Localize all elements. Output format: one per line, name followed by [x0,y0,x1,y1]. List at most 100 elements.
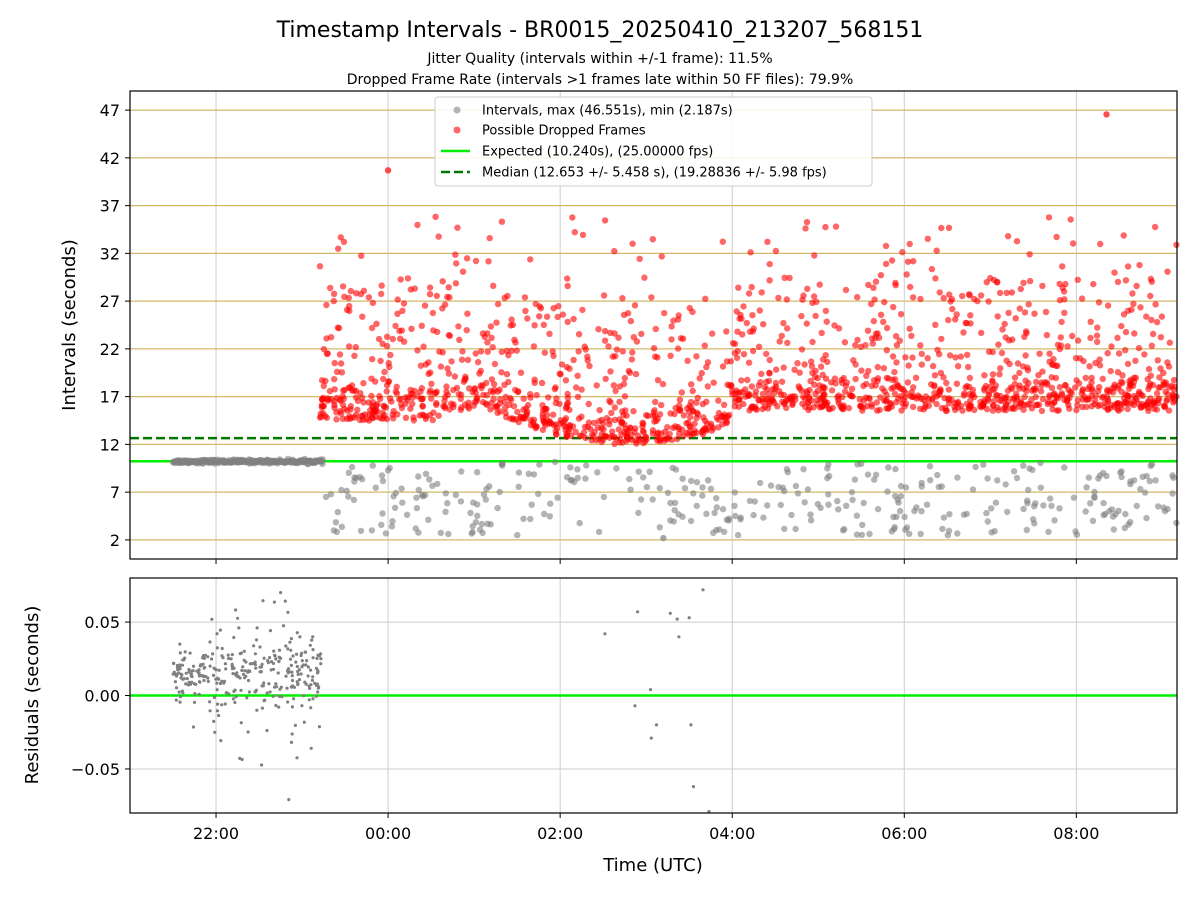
dropped-frame-point [796,369,803,376]
residual-point [258,645,262,649]
residuals-y-axis-label: Residuals (seconds) [22,606,43,785]
dropped-frame-point [746,328,754,335]
dropped-frame-point [954,363,962,370]
dropped-frame-point [1072,354,1080,362]
residual-point [253,690,257,694]
dropped-frame-point [461,376,468,383]
dropped-frame-point [731,340,739,347]
dropped-frame-point [739,331,746,338]
dropped-frame-point [882,260,890,268]
dropped-frame-point [334,324,341,331]
dropped-frame-point [369,404,377,411]
dropped-frame-point [858,367,865,374]
dropped-frame-point [555,303,562,310]
interval-point [835,506,842,513]
intervals-y-tick-label: 17 [100,388,120,407]
dropped-frame-point [1124,405,1131,413]
dropped-frame-point [538,379,546,387]
dropped-frame-point [845,404,853,412]
dropped-frame-point [1056,384,1064,391]
interval-point [479,529,486,537]
legend: Intervals, max (46.551s), min (2.187s) Po… [434,96,873,187]
x-tick-label: 22:00 [193,824,239,843]
dropped-frame-point [472,257,480,265]
dropped-frame-point [959,292,966,300]
dropped-frame-point [1153,318,1161,326]
dropped-frame-point [983,279,990,286]
dropped-frame-point [680,412,688,419]
dropped-frame-point [778,378,786,385]
dropped-frame-point [540,321,547,328]
interval-point [935,483,942,491]
dropped-frame-point [418,322,425,329]
dropped-frame-point [400,300,408,307]
dropped-frame-point [389,335,396,343]
dropped-frame-point [868,401,875,408]
dropped-frame-point [515,418,522,426]
dropped-frame-point [938,335,945,343]
interval-point [378,521,385,528]
dropped-frame-point [633,440,640,447]
dropped-frame-point [1131,330,1138,337]
dropped-frame-point [772,379,780,387]
interval-point [574,466,581,473]
intervals-y-tick-label: 12 [100,435,120,454]
dropped-frame-point [562,405,570,412]
dropped-frame-point [684,405,691,412]
dropped-frame-point [383,333,391,340]
dropped-frame-point [521,294,529,301]
dropped-frame-point [771,385,779,392]
dropped-frame-point [1107,367,1114,375]
dropped-frame-point [501,381,508,388]
dropped-frame-point [626,425,634,432]
residual-point [246,678,251,683]
residual-point [265,691,269,695]
dropped-frame-point [981,397,988,404]
interval-point [499,462,506,469]
residual-point [215,709,219,713]
dropped-frame-point [359,416,367,423]
residual-point [316,690,320,694]
dropped-frame-point [704,383,711,390]
residual-point [210,617,214,621]
residual-point [221,656,225,660]
interval-point [442,490,449,497]
dropped-frame-point [1061,309,1068,316]
interval-point [1045,528,1052,535]
dropped-frame-point [671,410,678,418]
interval-point [412,525,419,532]
residual-point [213,730,217,734]
dropped-frame-point [1011,374,1019,381]
dropped-frame-point [802,225,809,232]
figure-subtitle-jitter: Jitter Quality (intervals within +/-1 fr… [426,51,772,67]
residual-point [295,756,299,760]
interval-point [530,471,538,478]
dropped-frame-point [1157,334,1165,341]
dropped-frame-point [623,412,630,419]
residual-point [654,723,659,727]
residual-point [319,657,323,661]
dropped-frame-point [394,411,401,418]
dropped-frame-point [723,358,731,365]
interval-point [382,530,390,537]
dropped-frame-point [763,378,770,386]
residual-point [296,669,300,674]
dropped-frame-point [326,387,334,395]
dropped-frame-point [654,377,662,384]
dropped-frame-point [420,343,427,350]
dropped-frame-point [487,406,494,413]
residual-point [252,644,256,648]
dropped-frame-point [928,265,936,273]
dropped-frame-point [981,372,988,379]
dropped-frame-point [486,234,493,242]
dropped-frame-point [989,407,997,414]
dropped-frame-point [394,296,401,303]
interval-point [386,464,393,472]
residual-point [260,763,264,767]
intervals-y-tick-label: 42 [100,149,120,168]
dropped-frame-point [432,213,439,220]
residual-point [245,696,249,700]
interval-point [1121,524,1129,532]
dropped-frame-point [1165,407,1173,414]
